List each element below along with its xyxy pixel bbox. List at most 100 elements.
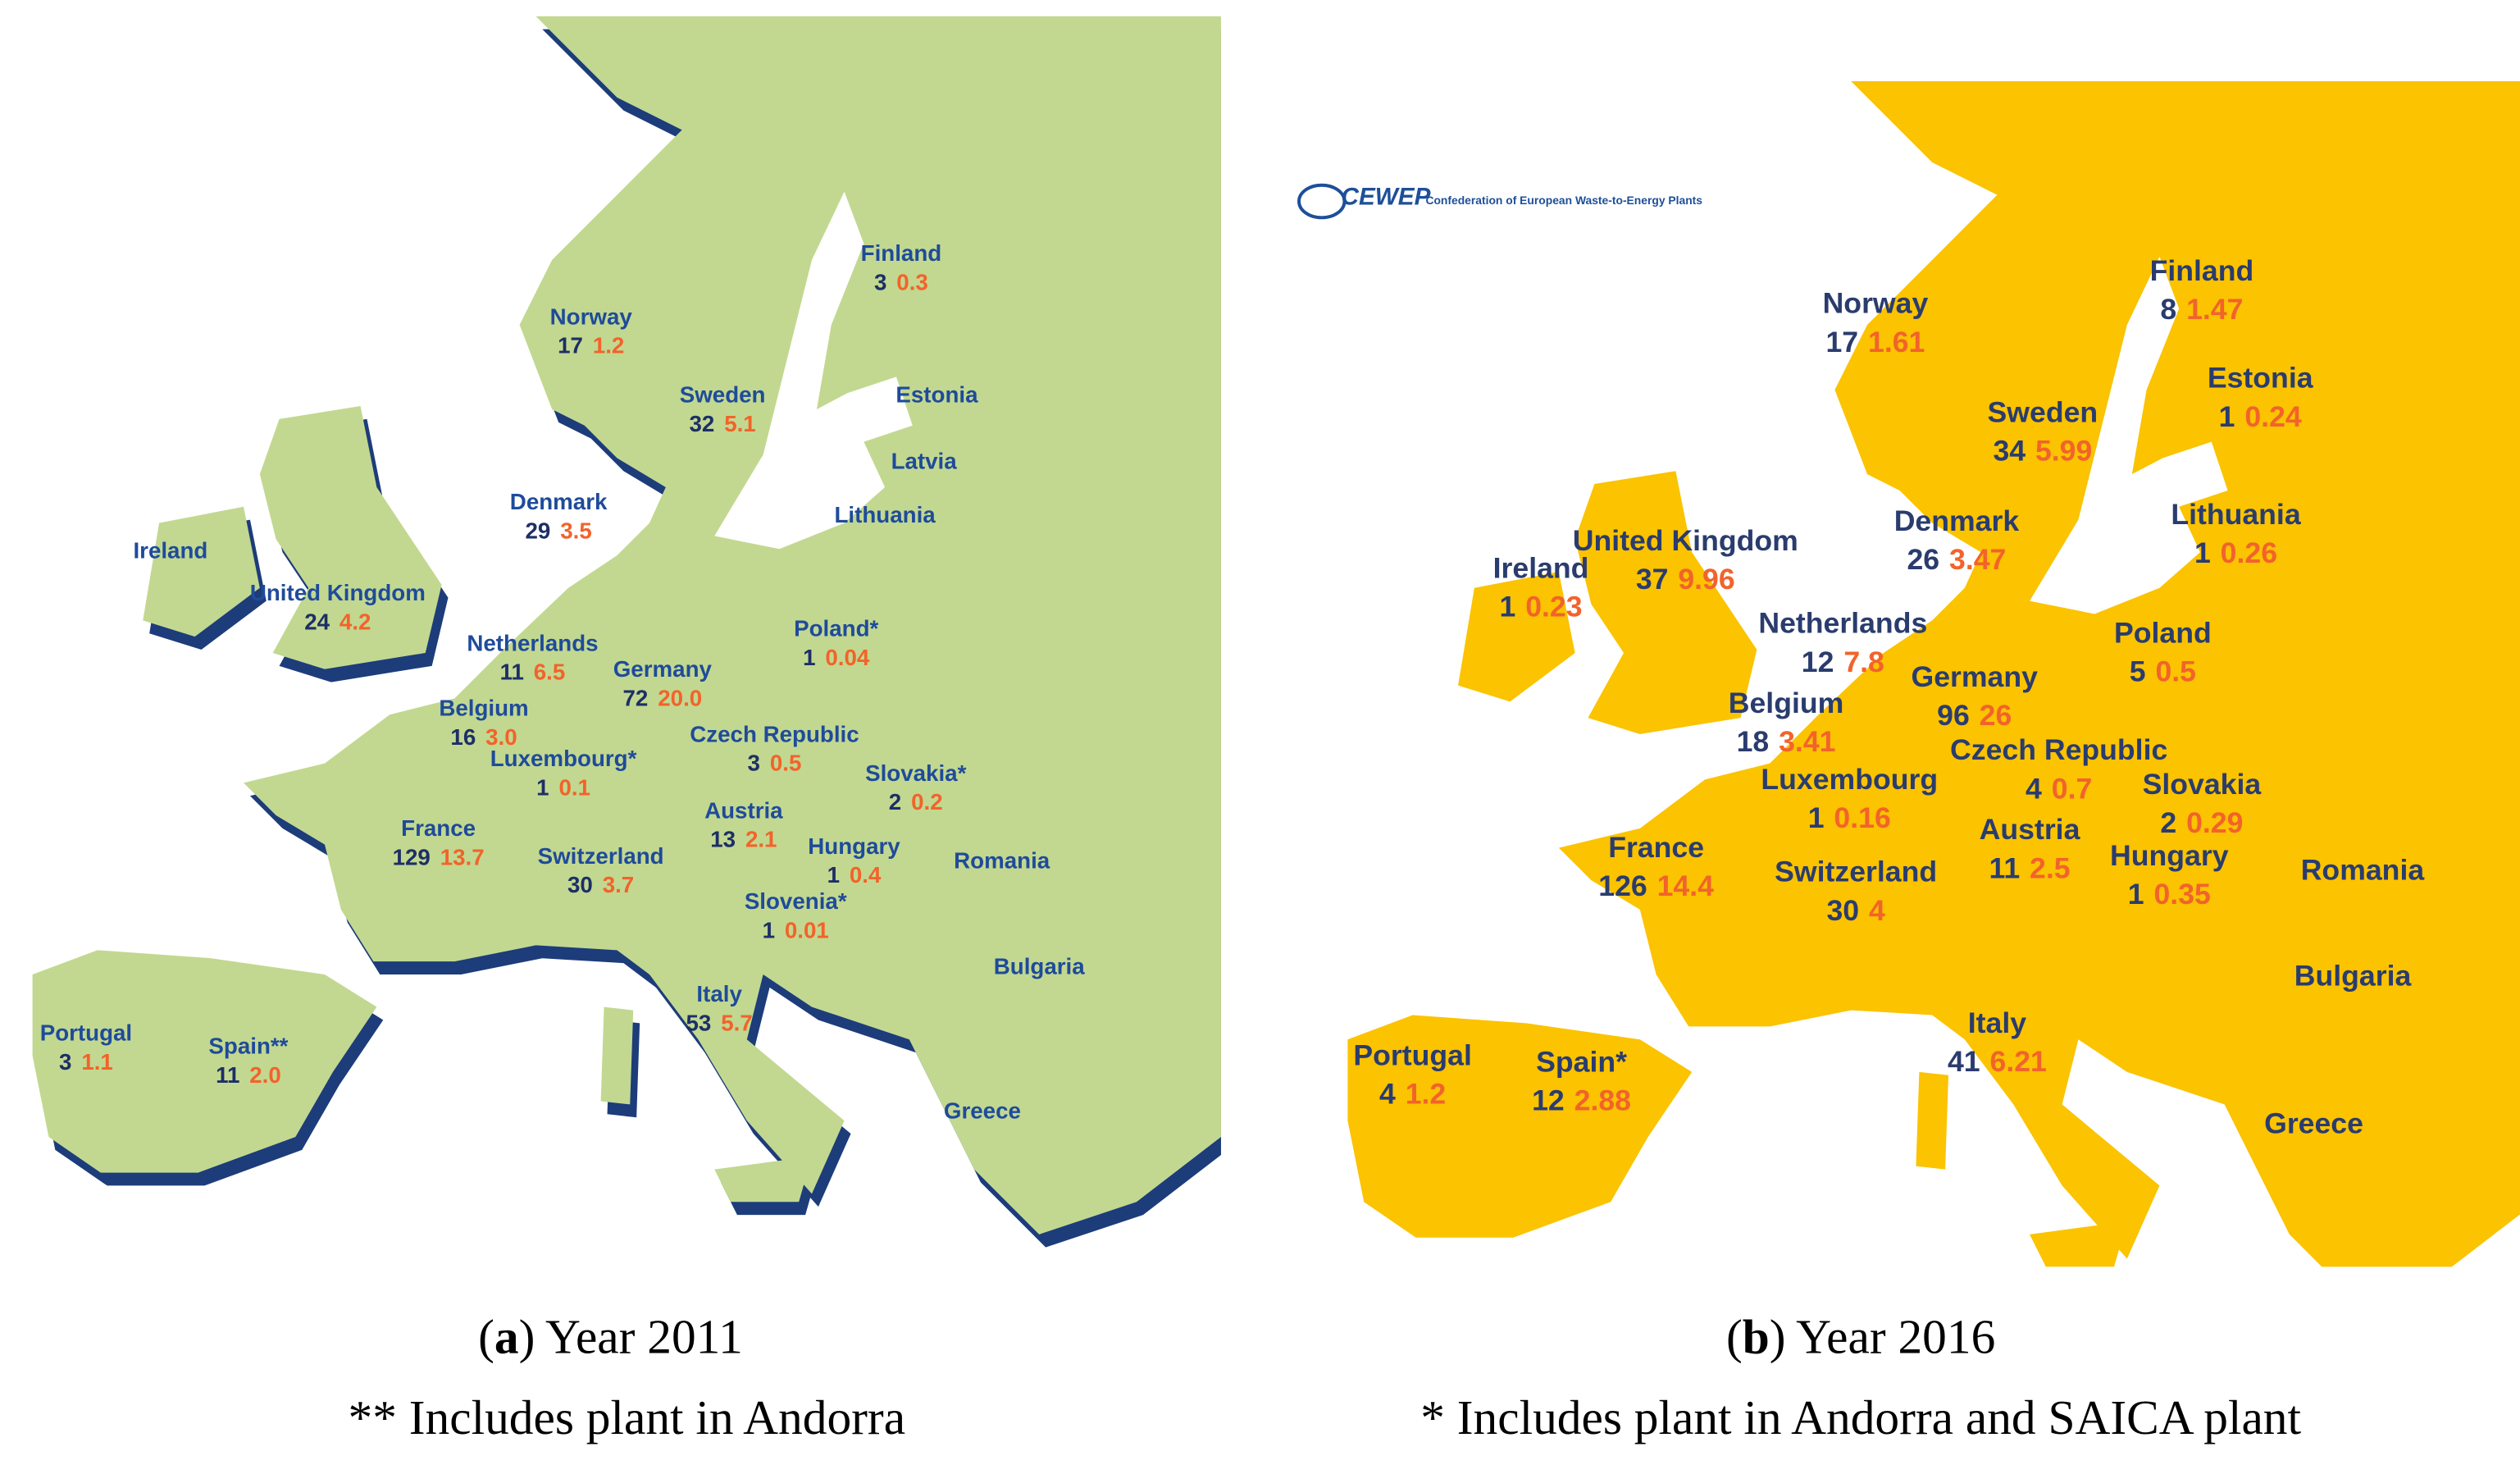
capacity: 0.3 xyxy=(896,270,928,295)
country-values: 1 0.23 xyxy=(1500,591,1583,623)
capacity: 6.21 xyxy=(1990,1045,2047,1078)
country-name: Czech Republic xyxy=(690,721,859,746)
country-name: Slovenia* xyxy=(745,888,847,914)
capacity: 2.88 xyxy=(1574,1084,1631,1117)
country-values: 24 4.2 xyxy=(304,609,371,635)
country-values: 3 0.5 xyxy=(748,751,802,776)
country-values: 30 4 xyxy=(1826,894,1885,927)
plant-count: 5 xyxy=(2130,655,2146,688)
capacity: 0.04 xyxy=(825,645,870,670)
plant-count: 18 xyxy=(1737,725,1770,758)
capacity: 0.5 xyxy=(2155,655,2196,688)
plant-count: 11 xyxy=(216,1062,239,1088)
plant-count: 4 xyxy=(2026,773,2042,806)
country-values: 4 0.7 xyxy=(2026,773,2092,806)
country-name: Poland* xyxy=(794,616,878,641)
plant-count: 1 xyxy=(2128,878,2144,910)
country-values: 12 7.8 xyxy=(1802,646,1884,678)
capacity: 26 xyxy=(1980,700,2012,732)
plant-count: 3 xyxy=(748,751,760,776)
country-values: 41 6.21 xyxy=(1948,1045,2047,1078)
logo-acronym: CEWEP xyxy=(1342,183,1431,210)
country-name: Hungary xyxy=(808,833,900,859)
country-name: Spain* xyxy=(1536,1045,1627,1078)
country-values: 11 2.0 xyxy=(216,1062,281,1088)
country-values: 72 20.0 xyxy=(623,686,703,711)
caption-open: ( xyxy=(478,1309,494,1363)
country-values: 129 13.7 xyxy=(393,845,485,870)
caption-a: (a) Year 2011 xyxy=(478,1309,743,1363)
country-name: Romania xyxy=(2301,854,2426,887)
plant-count: 26 xyxy=(1907,544,1939,577)
country-values: 1 0.26 xyxy=(2194,537,2277,570)
capacity: 0.1 xyxy=(558,775,590,801)
capacity: 3.0 xyxy=(485,724,517,750)
capacity: 0.4 xyxy=(850,863,882,888)
capacity: 5.1 xyxy=(724,411,756,436)
logo-name: Confederation of European Waste-to-Energ… xyxy=(1425,194,1702,207)
country-name: Luxembourg xyxy=(1761,763,1938,796)
country-values: 1 0.1 xyxy=(536,775,590,801)
country-values: 4 1.2 xyxy=(1379,1078,1446,1111)
country-name: Belgium xyxy=(439,696,528,721)
capacity: 1.2 xyxy=(593,333,625,358)
country-name: Norway xyxy=(1823,287,1929,320)
plant-count: 96 xyxy=(1937,700,1970,732)
country-values: 17 1.61 xyxy=(1825,326,1925,358)
capacity: 14.4 xyxy=(1657,870,1715,903)
capacity: 0.24 xyxy=(2244,400,2302,433)
country-name: Poland xyxy=(2114,617,2212,650)
plant-count: 24 xyxy=(304,609,330,635)
plant-count: 2 xyxy=(889,789,901,815)
plant-count: 12 xyxy=(1532,1084,1565,1117)
capacity: 3.41 xyxy=(1779,725,1835,758)
plant-count: 3 xyxy=(874,270,886,295)
capacity: 2.1 xyxy=(745,827,777,852)
plant-count: 12 xyxy=(1802,646,1834,678)
country-values: 17 1.2 xyxy=(558,333,624,358)
country-name: Denmark xyxy=(510,489,608,514)
country-name: Switzerland xyxy=(538,843,664,869)
country-values: 1 0.4 xyxy=(827,863,882,888)
plant-count: 72 xyxy=(623,686,649,711)
country-values: 2 0.2 xyxy=(889,789,943,815)
plant-count: 1 xyxy=(1500,591,1516,623)
country-name: Lithuania xyxy=(2171,498,2302,531)
country-name: Ireland xyxy=(133,538,207,564)
plant-count: 17 xyxy=(558,333,583,358)
plant-count: 16 xyxy=(450,724,476,750)
capacity: 3.47 xyxy=(1949,544,2006,577)
capacity: 1.61 xyxy=(1868,326,1925,358)
country-name: Netherlands xyxy=(1758,607,1927,640)
country-name: Czech Republic xyxy=(1950,733,2167,766)
capacity: 4 xyxy=(1869,894,1885,927)
caption-rest: ) Year 2016 xyxy=(1770,1309,1996,1363)
country-name: Hungary xyxy=(2110,839,2229,872)
plant-count: 1 xyxy=(2219,400,2235,433)
country-values: 3 1.1 xyxy=(59,1049,113,1075)
plant-count: 41 xyxy=(1948,1045,1980,1078)
capacity: 2.0 xyxy=(249,1062,281,1088)
country-name: Portugal xyxy=(1353,1038,1471,1071)
plant-count: 53 xyxy=(686,1011,712,1036)
capacity: 2.5 xyxy=(2030,852,2071,885)
capacity: 5.99 xyxy=(2035,435,2092,468)
capacity: 3.7 xyxy=(603,872,635,897)
country-values: 12 2.88 xyxy=(1532,1084,1631,1117)
country-values: 32 5.1 xyxy=(689,411,755,436)
capacity: 9.96 xyxy=(1678,563,1734,596)
country-name: Latvia xyxy=(891,449,958,474)
country-name: Slovakia xyxy=(2143,768,2263,801)
plant-count: 126 xyxy=(1598,870,1647,903)
country-values: 13 2.1 xyxy=(710,827,777,852)
country-name: Luxembourg* xyxy=(490,746,637,771)
country-values: 8 1.47 xyxy=(2160,294,2243,326)
country-name: Finland xyxy=(2150,254,2254,287)
country-values: 3 0.3 xyxy=(874,270,928,295)
country-name: Norway xyxy=(550,303,633,329)
capacity: 20.0 xyxy=(658,686,702,711)
plant-count: 129 xyxy=(393,845,431,870)
capacity: 0.23 xyxy=(1525,591,1582,623)
